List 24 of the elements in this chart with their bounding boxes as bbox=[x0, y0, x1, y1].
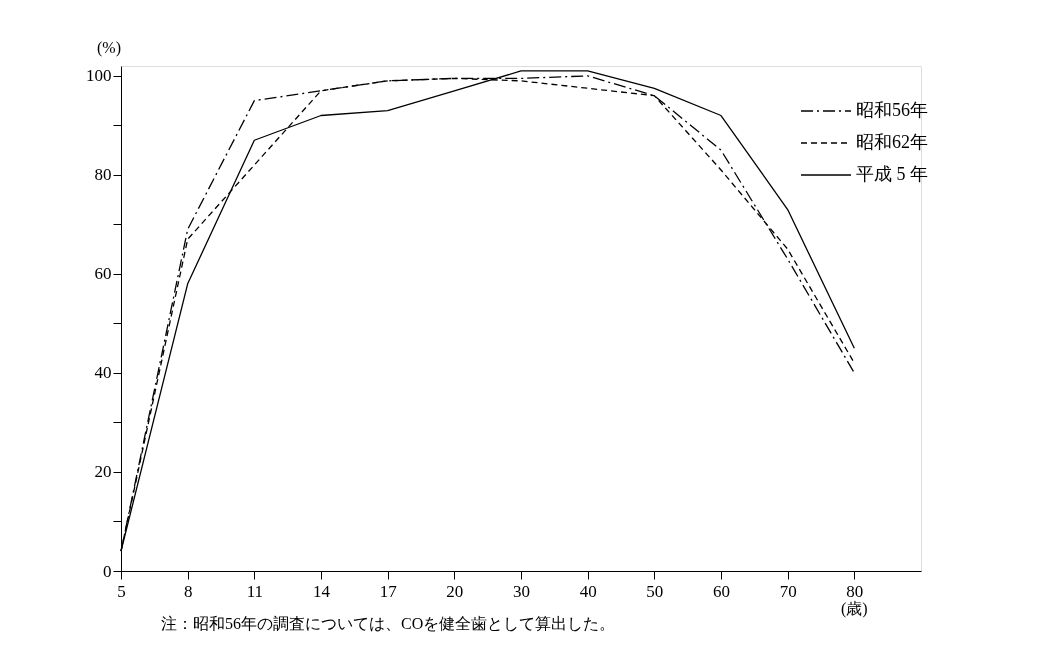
y-tick-label: 100 bbox=[86, 66, 112, 86]
y-tick-label: 0 bbox=[103, 561, 112, 581]
x-tick-label: 20 bbox=[446, 581, 464, 601]
x-tick-label: 80 bbox=[846, 581, 864, 601]
x-tick-label: 60 bbox=[713, 581, 730, 601]
x-tick-label: 11 bbox=[246, 581, 264, 601]
y-tick-label: 20 bbox=[94, 462, 112, 482]
y-tick-label: 80 bbox=[94, 165, 112, 185]
x-tick-label: 50 bbox=[646, 581, 664, 601]
x-axis-title: (歳) bbox=[841, 600, 868, 618]
legend-label: 昭和62年 bbox=[856, 132, 928, 152]
x-tick-label: 70 bbox=[779, 581, 797, 601]
x-tick-label: 40 bbox=[579, 581, 597, 601]
legend-label: 昭和56年 bbox=[856, 100, 928, 120]
x-tick-label: 5 bbox=[117, 581, 126, 601]
x-tick-label: 14 bbox=[313, 581, 331, 601]
y-tick-label: 60 bbox=[94, 264, 112, 284]
x-tick-label: 30 bbox=[513, 581, 530, 601]
x-tick-label: 17 bbox=[379, 581, 398, 601]
x-tick-label: 8 bbox=[183, 581, 193, 601]
y-axis-title: (%) bbox=[97, 39, 121, 57]
text: 注：昭和56年の調査については、COを健全歯として算出した。 bbox=[161, 615, 616, 632]
y-tick-label: 40 bbox=[94, 363, 112, 383]
legend-label: 平成 5 年 bbox=[856, 164, 928, 184]
